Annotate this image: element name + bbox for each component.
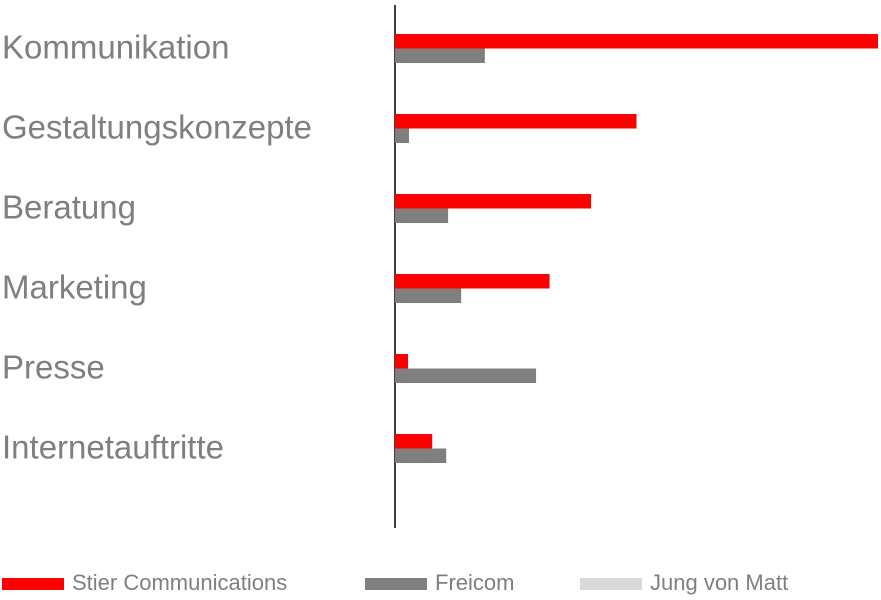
legend-swatch bbox=[2, 578, 64, 590]
bar bbox=[395, 48, 485, 63]
legend-swatch bbox=[580, 578, 642, 590]
legend-label: Jung von Matt bbox=[650, 570, 788, 595]
category-label: Kommunikation bbox=[2, 29, 229, 66]
legend-swatch bbox=[365, 578, 427, 590]
bar bbox=[395, 208, 449, 223]
category-label: Gestaltungskonzepte bbox=[2, 109, 312, 146]
bar bbox=[395, 368, 537, 383]
bar bbox=[395, 448, 447, 463]
bar bbox=[395, 194, 592, 209]
category-label: Internetauftritte bbox=[2, 429, 224, 466]
category-label: Marketing bbox=[2, 269, 147, 306]
category-label: Presse bbox=[2, 349, 105, 386]
bar bbox=[395, 434, 433, 449]
legend-label: Freicom bbox=[435, 570, 514, 595]
category-label: Beratung bbox=[2, 189, 136, 226]
bar bbox=[395, 354, 409, 369]
bar bbox=[395, 114, 637, 129]
bar bbox=[395, 274, 550, 289]
bar bbox=[395, 288, 462, 303]
legend-label: Stier Communications bbox=[72, 570, 287, 595]
bar bbox=[395, 128, 410, 143]
bar bbox=[395, 34, 878, 49]
